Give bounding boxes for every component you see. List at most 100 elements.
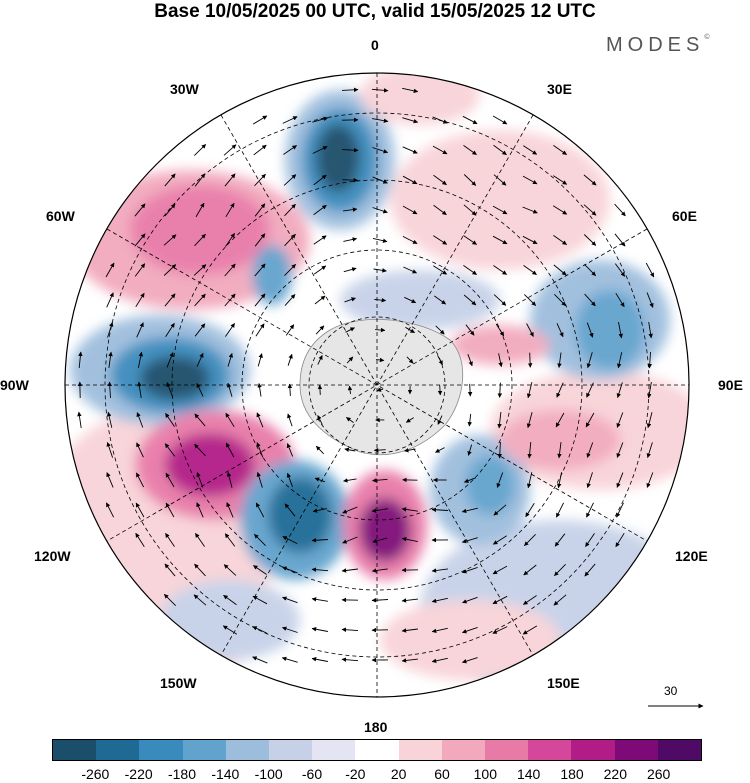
map-title: Base 10/05/2025 00 UTC, valid 15/05/2025…: [154, 1, 596, 22]
wind-arrow: [467, 354, 473, 367]
wind-arrow: [106, 472, 114, 488]
wind-arrow: [402, 87, 419, 94]
colorbar-swatch: [312, 740, 356, 760]
wind-arrow: [498, 353, 503, 368]
wind-arrow: [342, 506, 358, 514]
wind-arrow: [227, 352, 233, 367]
wind-arrow: [106, 441, 114, 458]
wind-arrow: [437, 385, 443, 396]
wind-arrow: [614, 263, 626, 277]
wind-arrow: [346, 356, 354, 364]
wind-arrow: [526, 382, 533, 399]
wind-arrow: [343, 267, 357, 273]
wind-arrow: [525, 502, 535, 518]
wind-arrow: [492, 626, 508, 634]
wind-arrow: [463, 145, 477, 155]
wind-arrow: [586, 382, 594, 398]
wind-arrow: [254, 233, 266, 247]
wind-arrow: [282, 535, 298, 545]
wind-arrow: [137, 351, 143, 368]
wind-arrow: [523, 294, 537, 306]
wind-arrow: [135, 472, 145, 488]
wind-arrow: [344, 297, 356, 303]
wind-arrow: [282, 566, 298, 574]
brand-text: MODES: [606, 34, 705, 56]
wind-arrow: [462, 596, 478, 604]
colorbar-tick-label: -140: [211, 766, 240, 782]
wind-arrow: [371, 88, 389, 93]
wind-arrow: [556, 323, 564, 338]
wind-arrow: [105, 262, 115, 278]
wind-arrow: [647, 382, 652, 399]
colorbar: [52, 739, 702, 761]
wind-arrow: [467, 444, 473, 456]
wind-arrow: [163, 234, 177, 246]
wind-arrow: [106, 411, 113, 428]
wind-arrow: [257, 382, 262, 397]
wind-arrow: [493, 294, 507, 306]
colorbar-tick-label: -20: [345, 766, 366, 782]
reference-vector-label: 30: [664, 684, 678, 698]
wind-arrow: [224, 293, 236, 307]
wind-arrow: [401, 537, 418, 543]
wind-arrow: [78, 351, 83, 369]
wind-arrow: [136, 442, 144, 458]
wind-arrow: [343, 478, 357, 483]
wind-arrow: [195, 202, 205, 218]
wind-arrow: [135, 292, 145, 308]
wind-arrow: [463, 265, 477, 275]
colorbar-swatch: [614, 740, 658, 760]
wind-arrow: [402, 117, 419, 124]
wind-arrow: [134, 263, 146, 277]
wind-arrow: [224, 263, 236, 277]
wind-arrow: [224, 533, 236, 547]
wind-arrow: [372, 237, 388, 243]
wind-arrow: [284, 294, 296, 306]
wind-arrow: [374, 297, 387, 303]
wind-arrow: [194, 173, 206, 187]
wind-arrow: [341, 87, 359, 93]
wind-arrow: [431, 568, 448, 573]
wind-arrow: [164, 173, 176, 187]
wind-arrow: [134, 233, 146, 247]
wind-arrow: [527, 441, 532, 459]
meridian-label-180: 180: [364, 719, 388, 735]
brand-mark: ©: [704, 34, 710, 41]
wind-arrow: [344, 447, 356, 452]
wind-arrow: [401, 628, 418, 633]
wind-arrow: [616, 502, 624, 518]
meridian-label-120w: 120W: [34, 548, 71, 564]
wind-arrow: [555, 412, 565, 428]
wind-arrow: [372, 207, 388, 214]
wind-arrow: [252, 595, 268, 605]
wind-arrow: [312, 116, 329, 123]
wind-arrow: [312, 146, 328, 154]
colorbar-swatch: [182, 740, 226, 760]
wind-arrow: [615, 532, 625, 548]
wind-arrow: [165, 322, 175, 337]
wind-arrow: [282, 116, 298, 124]
wind-arrow: [585, 412, 595, 428]
meridian-label-30w: 30W: [170, 81, 199, 97]
wind-arrow: [523, 564, 537, 576]
colorbar-swatch: [398, 740, 442, 760]
wind-arrow: [371, 568, 388, 573]
colorbar-swatch: [269, 740, 313, 760]
wind-arrow: [134, 203, 146, 217]
wind-arrow: [313, 235, 327, 245]
wind-arrow: [648, 322, 653, 339]
wind-arrow: [437, 415, 443, 425]
colorbar-ticks: -260 -220 -180 -140 -100 -60 -20 20 60 100 140 180 2…: [52, 766, 702, 783]
wind-arrow: [135, 532, 145, 547]
wind-arrow: [256, 471, 263, 488]
colorbar-swatch: [485, 740, 529, 760]
wind-arrow: [433, 235, 448, 245]
wind-arrow: [163, 264, 177, 276]
wind-arrow: [463, 235, 477, 245]
meridian-label-60w: 60W: [46, 208, 75, 224]
wind-arrow: [557, 472, 563, 489]
wind-arrow: [522, 235, 538, 245]
modes-logo: MODES©: [606, 34, 710, 57]
wind-arrow: [164, 203, 176, 217]
wind-arrow: [286, 472, 293, 487]
